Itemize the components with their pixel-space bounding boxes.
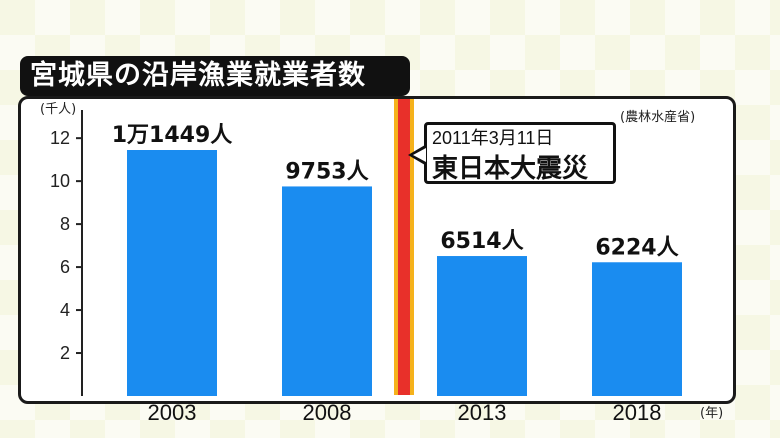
bar-2018 — [592, 262, 682, 396]
event-band-core — [398, 99, 410, 395]
x-tick-label: 2008 — [303, 400, 352, 425]
event-date: 2011年3月11日 — [432, 128, 554, 148]
y-tick-label: 12 — [50, 128, 70, 148]
earthquake-marker-band — [394, 99, 414, 395]
x-tick-label: 2013 — [458, 400, 507, 425]
title-background — [20, 56, 410, 96]
y-tick-label: 6 — [60, 257, 70, 277]
y-tick-label: 4 — [60, 300, 70, 320]
y-tick-labels: 2 4 6 8 10 12 — [50, 128, 82, 363]
callout-pointer-inner — [413, 148, 426, 162]
x-axis-unit: (年) — [700, 406, 724, 421]
bar-2003 — [127, 150, 217, 396]
chart-title: 宮城県の沿岸漁業就業者数 — [30, 60, 366, 91]
y-tick-label: 2 — [60, 343, 70, 363]
data-label: 9753人 — [285, 159, 368, 184]
bars — [127, 150, 682, 396]
y-tick-label: 8 — [60, 214, 70, 234]
y-axis-unit: (千人) — [40, 102, 77, 117]
x-tick-label: 2018 — [613, 400, 662, 425]
source-label: (農林水産省) — [620, 110, 696, 125]
data-labels: 1万1449人 9753人 6514人 6224人 — [112, 123, 679, 260]
data-label: 6514人 — [440, 229, 523, 254]
y-tick-label: 10 — [50, 171, 70, 191]
data-label: 1万1449人 — [112, 123, 233, 148]
x-tick-label: 2003 — [148, 400, 197, 425]
event-callout — [424, 122, 616, 184]
data-label: 6224人 — [595, 235, 678, 260]
event-name: 東日本大震災 — [432, 154, 589, 184]
bar-2008 — [282, 186, 372, 396]
bar-2013 — [437, 256, 527, 396]
x-tick-labels: 2003 2008 2013 2018 — [148, 400, 662, 425]
